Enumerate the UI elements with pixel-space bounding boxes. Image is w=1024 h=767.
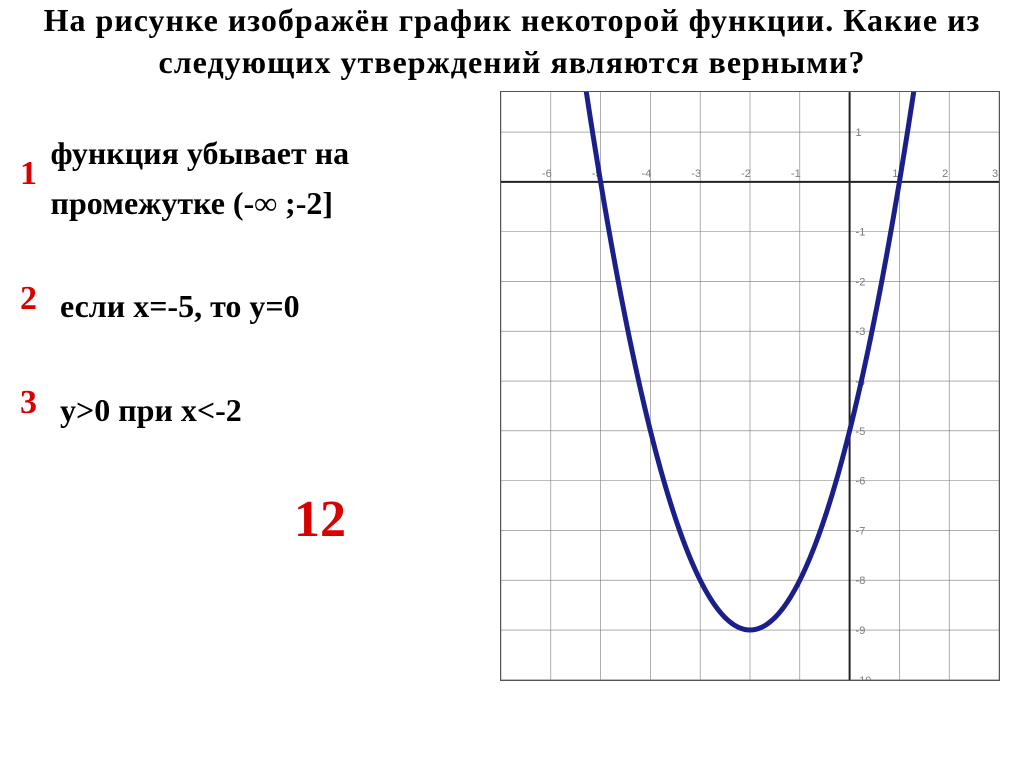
statement-number-3: 3 xyxy=(20,386,60,420)
svg-text:2: 2 xyxy=(942,168,948,180)
svg-text:-7: -7 xyxy=(856,526,866,538)
svg-text:-5: -5 xyxy=(856,426,866,438)
function-graph: -6-5-4-3-2-1123-10-9-8-7-6-5-4-3-2-11 xyxy=(500,91,1000,681)
svg-text:-6: -6 xyxy=(542,168,552,180)
statements-column: 1 функция убывает на промежутке (-∞ ;-2]… xyxy=(0,91,500,681)
problem-title: На рисунке изображён график некоторой фу… xyxy=(0,0,1024,83)
statement-number-1: 1 xyxy=(20,129,51,191)
svg-text:-3: -3 xyxy=(691,168,701,180)
svg-text:-10: -10 xyxy=(856,675,872,681)
statement-2: 2 если x=-5, то y=0 xyxy=(20,282,500,332)
statement-1: 1 функция убывает на промежутке (-∞ ;-2] xyxy=(20,129,500,228)
svg-text:-4: -4 xyxy=(642,168,652,180)
svg-text:-3: -3 xyxy=(856,326,866,338)
svg-text:-9: -9 xyxy=(856,625,866,637)
chart-column: -6-5-4-3-2-1123-10-9-8-7-6-5-4-3-2-11 xyxy=(500,91,1024,681)
svg-text:1: 1 xyxy=(856,127,862,139)
answer-value: 12 xyxy=(20,490,500,549)
statement-text-1: функция убывает на промежутке (-∞ ;-2] xyxy=(51,129,500,228)
statement-text-3: y>0 при x<-2 xyxy=(60,386,242,436)
svg-text:-2: -2 xyxy=(741,168,751,180)
svg-text:-6: -6 xyxy=(856,476,866,488)
svg-text:-1: -1 xyxy=(791,168,801,180)
svg-text:-8: -8 xyxy=(856,575,866,587)
content-row: 1 функция убывает на промежутке (-∞ ;-2]… xyxy=(0,91,1024,681)
svg-text:3: 3 xyxy=(992,168,998,180)
statement-3: 3 y>0 при x<-2 xyxy=(20,386,500,436)
statement-number-2: 2 xyxy=(20,282,60,316)
statement-text-2: если x=-5, то y=0 xyxy=(60,282,300,332)
svg-text:-1: -1 xyxy=(856,227,866,239)
svg-text:-2: -2 xyxy=(856,277,866,289)
